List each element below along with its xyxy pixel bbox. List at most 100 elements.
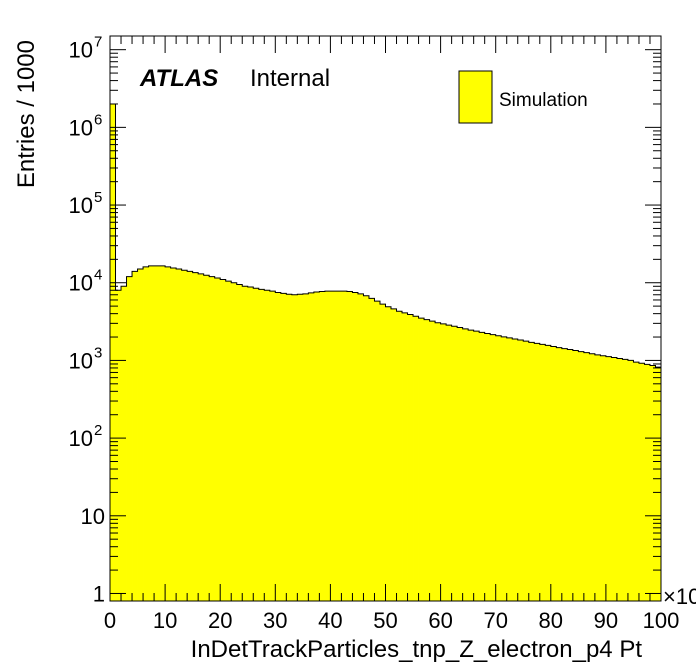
- y-tick-exponent: 5: [94, 189, 102, 206]
- histogram-bars: [110, 103, 662, 601]
- histogram-bin: [170, 267, 177, 601]
- y-tick-label: 10: [69, 115, 93, 140]
- histogram-bin: [435, 322, 441, 601]
- histogram-bin: [214, 278, 221, 601]
- histogram-bin: [550, 346, 557, 601]
- histogram-bin: [126, 276, 133, 601]
- histogram-bin: [258, 289, 265, 601]
- histogram-bin: [110, 103, 116, 601]
- histogram-bin: [143, 266, 149, 601]
- histogram-bin: [242, 286, 249, 601]
- histogram-bin: [589, 353, 596, 601]
- histogram-bin: [517, 340, 524, 601]
- histogram-bin: [385, 306, 392, 601]
- histogram-bin: [324, 291, 331, 601]
- histogram-bin: [165, 266, 172, 601]
- histogram-bin: [247, 287, 254, 601]
- y-tick-label: 10: [69, 38, 93, 63]
- legend-swatch: [458, 70, 493, 124]
- histogram-bin: [154, 265, 160, 601]
- histogram-bin: [506, 337, 513, 601]
- y-tick-exponent: 3: [94, 344, 102, 361]
- x-tick-label: 100: [643, 608, 680, 633]
- histogram-bin: [446, 325, 453, 601]
- histogram-bin: [649, 365, 656, 601]
- histogram-bin: [644, 364, 651, 601]
- histogram-bin: [335, 291, 342, 601]
- histogram-bin: [462, 328, 469, 601]
- y-tick-exponent: 6: [94, 111, 102, 128]
- histogram-bin: [391, 308, 397, 601]
- atlas-label: ATLAS: [139, 65, 218, 92]
- histogram-bin: [319, 291, 326, 601]
- histogram-bin: [159, 265, 166, 601]
- histogram-bin: [578, 351, 585, 601]
- y-tick-label: 1: [93, 581, 105, 606]
- histogram-bin: [148, 265, 155, 601]
- histogram-bin: [567, 349, 574, 601]
- histogram-bin: [368, 298, 375, 601]
- histogram-bin: [413, 316, 419, 601]
- histogram-bin: [468, 330, 475, 601]
- histogram-bin: [269, 291, 276, 601]
- axis-ticks: [109, 36, 662, 601]
- atlas-sublabel: Internal: [250, 65, 330, 92]
- histogram-bin: [220, 279, 227, 601]
- histogram-bin: [616, 358, 623, 601]
- histogram-bin: [418, 318, 425, 601]
- histogram-bin: [192, 272, 199, 601]
- histogram-bin: [512, 338, 519, 601]
- histogram-bin: [556, 347, 563, 601]
- y-axis-label: Entries / 1000: [13, 40, 40, 188]
- histogram-bin: [396, 311, 403, 601]
- histogram-bin: [545, 345, 552, 601]
- y-tick-label: 10: [69, 193, 93, 218]
- x-tick-label: 90: [594, 608, 618, 633]
- histogram-bin: [490, 334, 497, 601]
- histogram-bin: [429, 321, 436, 601]
- y-tick-label: 10: [69, 271, 93, 296]
- histogram-bin: [440, 323, 447, 601]
- histogram-outline: [109, 103, 662, 601]
- x-tick-label: 10: [153, 608, 177, 633]
- y-tick-exponent: 2: [94, 422, 102, 439]
- x-tick-label: 80: [539, 608, 563, 633]
- x-tick-label: 50: [373, 608, 397, 633]
- histogram-bin: [341, 291, 348, 601]
- histogram-bin: [655, 367, 662, 601]
- histogram-bin: [424, 319, 430, 601]
- x-axis-label: InDetTrackParticles_tnp_Z_electron_p4 Pt: [191, 636, 643, 663]
- histogram-bin: [451, 326, 458, 601]
- histogram-bin: [523, 341, 530, 601]
- x-tick-label: 30: [263, 608, 287, 633]
- histogram-bin: [352, 292, 359, 601]
- x-tick-label: 0: [104, 608, 116, 633]
- histogram-bin: [115, 290, 122, 601]
- histogram-bin: [253, 288, 260, 601]
- histogram-bin: [605, 356, 612, 601]
- x-tick-label: 60: [428, 608, 452, 633]
- histogram-bin: [473, 331, 480, 601]
- histogram-bin: [528, 342, 535, 601]
- histogram-bin: [236, 284, 243, 601]
- legend: Simulation: [458, 70, 588, 124]
- x-tick-labels: 0 10 20 30 40 50 60 70 80 90 100: [104, 608, 679, 633]
- histogram-bin: [275, 292, 282, 601]
- histogram-bin: [363, 295, 370, 601]
- histogram-bin: [501, 336, 508, 601]
- histogram-bin: [638, 363, 645, 601]
- histogram-bin: [198, 273, 205, 601]
- histogram-bin: [291, 294, 298, 601]
- x-tick-label: 70: [483, 608, 507, 633]
- histogram-bin: [280, 293, 287, 601]
- histogram-bin: [121, 286, 127, 601]
- y-tick-label: 10: [81, 504, 105, 529]
- histogram-bin: [457, 327, 464, 601]
- histogram-bin: [187, 271, 194, 601]
- histogram-bin: [539, 344, 546, 601]
- histogram-bin: [600, 355, 607, 601]
- histogram-bin: [313, 291, 320, 601]
- histogram-bin: [132, 271, 138, 601]
- histogram-bin: [231, 282, 238, 601]
